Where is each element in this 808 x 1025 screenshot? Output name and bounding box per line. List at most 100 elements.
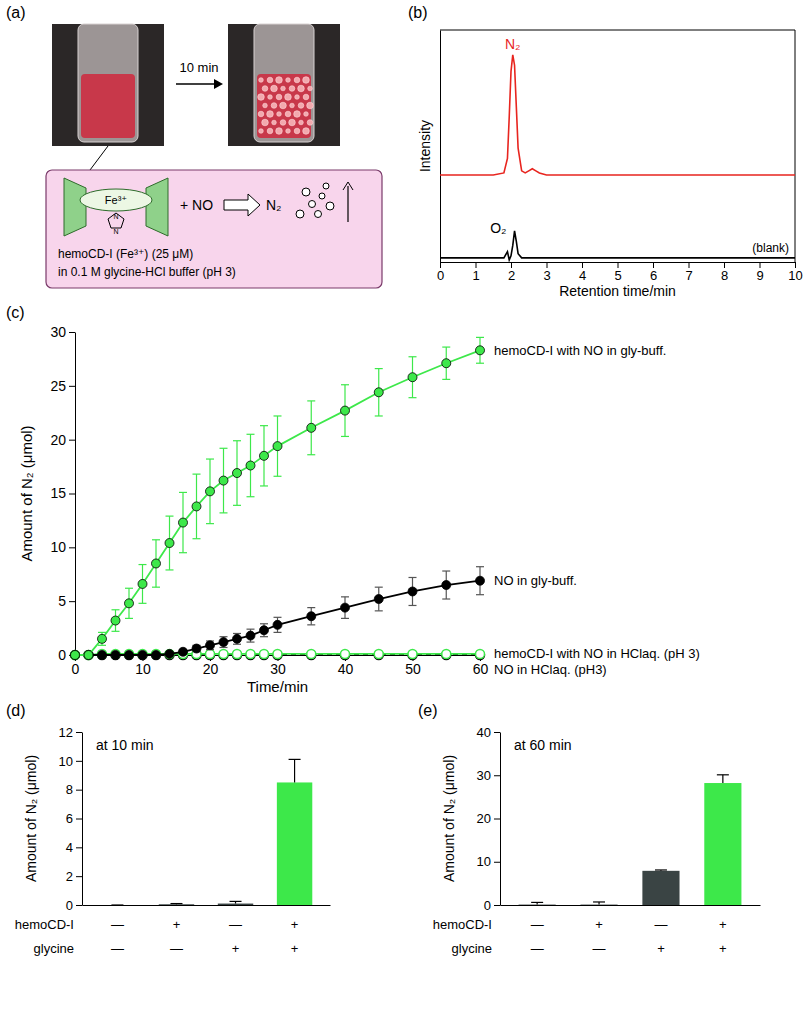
bubble [290,103,295,108]
tick-mark [76,819,82,820]
tick-mark [494,862,500,863]
solution [81,74,135,138]
gas-bubble [323,183,329,189]
marker [246,461,255,470]
tick-mark [69,440,75,441]
bubble [289,86,295,92]
tick: 0 [66,898,82,913]
gas-bubble [326,202,334,210]
bubble [303,128,310,135]
marker [476,649,485,658]
error-bar [206,459,214,524]
marker [408,587,417,596]
marker [71,651,80,660]
tick-mark [76,905,82,906]
tick-label: 10 [50,539,66,555]
tick: 4 [66,840,82,855]
marker [307,649,316,658]
tick: 20 [50,432,75,448]
frame [440,30,795,31]
condition-mark: — [111,941,124,956]
bubble [268,95,273,100]
marker [152,651,161,660]
marker [374,649,383,658]
tick-label: 0 [484,898,491,913]
tick: 10 [59,753,82,768]
bubble [298,85,305,92]
tick: 10 [477,854,500,869]
photo [228,24,340,146]
error-bar [655,869,667,871]
panel-bar: (e)010203040Amount of N₂ (μmol)at 60 min… [418,702,761,956]
tick-mark [69,386,75,387]
tick-mark [440,262,441,268]
photo-bg [52,24,164,146]
solution [257,74,311,138]
condition-mark: + [657,941,665,956]
tick: 0 [484,898,500,913]
bubble [271,103,277,109]
error-bar [274,617,282,632]
series [71,567,485,660]
marker [98,651,107,660]
peak-label: O₂ [490,220,506,236]
vial [78,24,138,142]
tick-label: 5 [614,268,621,283]
marker [246,631,255,640]
tick-mark [582,262,583,268]
marker [260,626,269,635]
line [75,350,480,655]
schematic-box [46,170,382,288]
bubble [285,111,291,117]
marker [246,649,255,658]
tick-label: 30 [270,661,286,677]
tick-mark [76,761,82,762]
error-bar [170,903,182,905]
y-axis-title: Amount of N₂ (μmol) [18,425,35,561]
error-bar [375,587,383,611]
panel-b: (b)012345678910Retention time/minIntensi… [408,4,803,299]
tick-label: 20 [50,432,66,448]
bubble [276,94,282,100]
bubble [307,120,313,126]
bar [100,905,135,906]
tick: 5 [58,593,75,609]
tick-mark [494,732,500,733]
tick-label: 25 [50,378,66,394]
marker [476,576,485,585]
tick-mark [547,262,548,268]
tick: 40 [477,725,500,740]
marker [233,469,242,478]
tick-mark [476,262,477,268]
error-bar [307,608,315,625]
marker [219,638,228,647]
tick: 6 [66,811,82,826]
up-arrow-head [343,182,353,190]
tick-label: 40 [338,661,354,677]
marker [84,651,93,660]
condition-mark: + [719,941,727,956]
bubble [286,129,291,134]
tick-label: 10 [788,268,802,283]
tick: 3 [543,262,550,283]
bubble [285,94,292,101]
tick-mark [69,601,75,602]
panel-label: (e) [418,702,438,719]
error-bar [442,571,450,599]
panel-a: (a)10 minFe³⁺NN+ NON₂hemoCD-I (Fe³⁺) (25… [6,4,382,288]
tick-label: 0 [58,647,66,663]
marker [233,634,242,643]
tick-label: 8 [66,782,73,797]
marker [374,388,383,397]
marker [273,649,282,658]
caption: hemoCD-I (Fe³⁺) (25 μM) [58,247,193,261]
reagent-label: + NO [180,197,213,213]
tick: 15 [50,485,75,501]
tick: 8 [66,782,82,797]
panel-label: (c) [6,304,25,321]
bubble [267,128,273,134]
tick-label: 2 [508,268,515,283]
vial [254,24,314,142]
bar [277,782,312,905]
bubble [307,102,314,109]
